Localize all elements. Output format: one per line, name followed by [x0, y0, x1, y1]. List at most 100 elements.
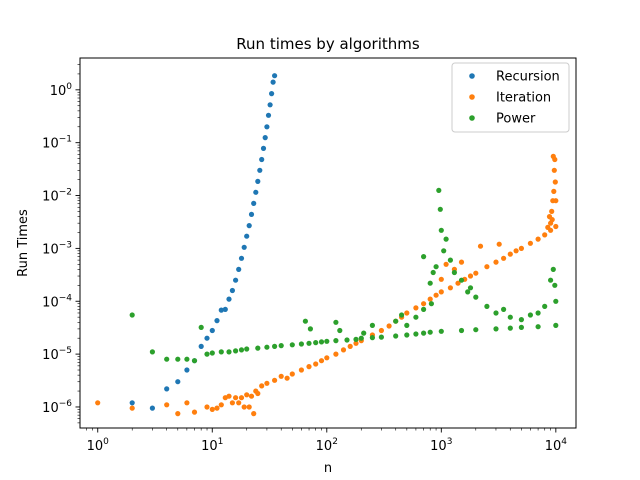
point-power — [302, 318, 308, 324]
y-tick-label-exponent: −2 — [59, 188, 72, 198]
point-iteration — [347, 343, 353, 349]
point-iteration — [340, 347, 347, 353]
point-iteration — [518, 245, 525, 251]
point-iteration — [229, 400, 235, 406]
point-power — [209, 350, 215, 356]
point-recursion — [241, 244, 247, 250]
point-power — [344, 337, 350, 343]
point-power — [421, 330, 427, 336]
point-iteration — [175, 411, 181, 417]
point-iteration — [552, 179, 558, 185]
point-power — [550, 266, 556, 272]
x-axis-title: n — [324, 461, 332, 476]
point-power — [164, 356, 170, 362]
point-iteration — [507, 251, 513, 257]
point-power — [465, 289, 471, 295]
point-power — [191, 358, 198, 364]
point-iteration — [353, 340, 359, 346]
y-tick-label-exponent: −6 — [59, 399, 73, 409]
point-power — [451, 269, 457, 276]
point-power — [298, 341, 304, 347]
point-iteration — [264, 380, 270, 386]
y-tick-label-base: 10 — [42, 295, 59, 310]
y-tick-label: 10−1 — [42, 135, 72, 152]
point-power — [552, 282, 558, 288]
point-power — [447, 257, 453, 263]
y-tick-label-base: 10 — [42, 401, 59, 416]
point-iteration — [284, 375, 290, 381]
plot-area — [95, 73, 559, 417]
y-tick-label: 10−2 — [42, 188, 72, 205]
point-iteration — [447, 285, 453, 291]
point-iteration — [255, 390, 261, 397]
y-tick-label: 100 — [50, 82, 73, 99]
point-power — [289, 342, 295, 348]
point-iteration — [313, 361, 319, 367]
y-tick-label-exponent: 0 — [66, 82, 72, 92]
point-iteration — [378, 327, 384, 334]
point-power — [324, 338, 330, 344]
point-power — [204, 351, 210, 357]
point-power — [313, 340, 319, 346]
point-iteration — [251, 411, 257, 417]
point-iteration — [513, 248, 519, 254]
x-tick-label-exponent: 4 — [561, 437, 567, 447]
legend-marker-iteration — [469, 94, 475, 100]
y-tick-label-base: 10 — [42, 137, 59, 152]
legend-marker-power — [469, 115, 475, 121]
point-iteration — [477, 243, 484, 249]
point-power — [433, 264, 439, 270]
point-iteration — [306, 364, 312, 370]
point-power — [175, 356, 181, 362]
legend-box — [451, 62, 570, 133]
point-power — [333, 319, 339, 325]
point-iteration — [551, 188, 557, 194]
point-power — [369, 322, 375, 328]
chart-title: Run times by algorithms — [236, 35, 420, 53]
point-iteration — [493, 259, 499, 265]
point-iteration — [298, 367, 304, 373]
point-iteration — [214, 405, 220, 411]
point-power — [427, 280, 433, 286]
x-tick-label-base: 10 — [87, 439, 104, 454]
point-recursion — [164, 386, 170, 392]
y-tick-label-exponent: −4 — [59, 293, 73, 303]
point-power — [255, 345, 261, 351]
point-power — [337, 327, 343, 334]
point-power — [333, 338, 339, 344]
point-power — [443, 236, 449, 242]
point-iteration — [527, 240, 534, 246]
point-recursion — [260, 145, 267, 151]
point-power — [318, 339, 325, 345]
point-iteration — [484, 264, 490, 270]
point-iteration — [233, 395, 239, 401]
point-power — [441, 248, 447, 254]
point-recursion — [255, 178, 261, 184]
point-iteration — [421, 301, 427, 307]
point-power — [553, 322, 559, 328]
point-power — [535, 310, 541, 316]
x-tick-label-base: 10 — [316, 439, 333, 454]
point-recursion — [265, 112, 272, 118]
x-tick-label-exponent: 2 — [332, 437, 338, 447]
point-iteration — [413, 305, 419, 311]
point-power — [493, 310, 499, 316]
point-power — [369, 335, 375, 341]
point-iteration — [129, 405, 135, 411]
point-power — [473, 327, 479, 333]
point-iteration — [236, 400, 242, 406]
point-power — [361, 330, 367, 336]
point-power — [198, 324, 204, 330]
x-tick-label-exponent: 0 — [103, 437, 109, 447]
point-power — [421, 254, 427, 260]
point-recursion — [244, 233, 250, 239]
point-iteration — [552, 156, 558, 163]
point-iteration — [204, 404, 210, 410]
point-recursion — [229, 287, 235, 294]
point-iteration — [209, 406, 215, 412]
x-tick-label-base: 10 — [201, 439, 218, 454]
point-recursion — [246, 223, 252, 229]
point-power — [430, 269, 436, 276]
point-iteration — [546, 214, 553, 220]
